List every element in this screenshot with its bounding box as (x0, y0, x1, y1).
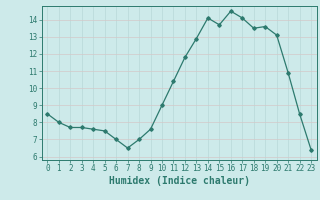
X-axis label: Humidex (Indice chaleur): Humidex (Indice chaleur) (109, 176, 250, 186)
